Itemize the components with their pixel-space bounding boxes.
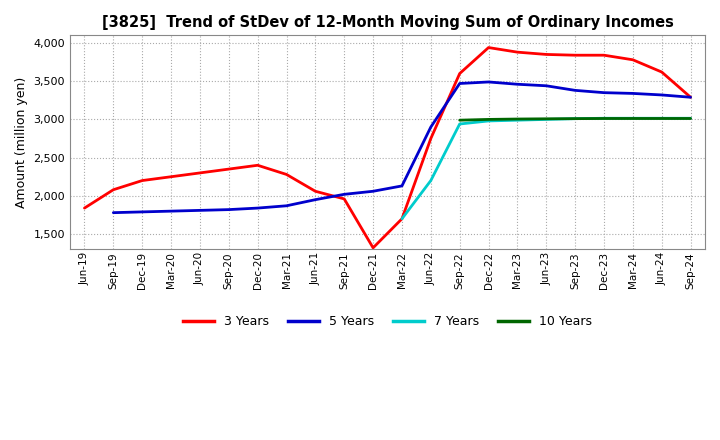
Title: [3825]  Trend of StDev of 12-Month Moving Sum of Ordinary Incomes: [3825] Trend of StDev of 12-Month Moving… — [102, 15, 673, 30]
Y-axis label: Amount (million yen): Amount (million yen) — [15, 77, 28, 208]
Legend: 3 Years, 5 Years, 7 Years, 10 Years: 3 Years, 5 Years, 7 Years, 10 Years — [178, 310, 598, 333]
